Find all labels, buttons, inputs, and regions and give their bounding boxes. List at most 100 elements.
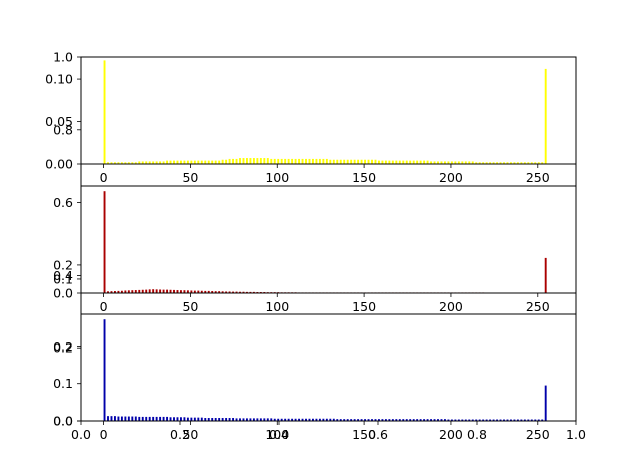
histogram-bar (117, 162, 120, 164)
histogram-bar (489, 162, 492, 164)
histogram-bar (117, 416, 120, 421)
histogram-bar (120, 416, 123, 421)
histogram-bar (242, 418, 245, 421)
histogram-bar (329, 159, 332, 164)
histogram-bar (464, 419, 467, 421)
histogram-bar (162, 161, 165, 164)
y-tick-label: 0.0 (53, 414, 73, 429)
histogram-bar (239, 291, 241, 293)
histogram-bar (534, 419, 537, 421)
histogram-bar (506, 162, 509, 164)
histogram-bar (138, 416, 141, 421)
histogram-bar (499, 419, 502, 421)
histogram-bar (367, 159, 370, 164)
histogram-bar (437, 161, 439, 164)
histogram-bar (249, 418, 252, 421)
x-tick-label: 250 (526, 170, 550, 185)
histogram-bar (148, 416, 151, 421)
histogram-bar (339, 419, 342, 421)
histogram-bar (107, 291, 109, 293)
histogram-bar (384, 419, 387, 421)
histogram-bar (273, 418, 276, 421)
histogram-bar (211, 418, 214, 421)
histogram-bar (246, 158, 248, 164)
histogram-bar (402, 160, 405, 164)
histogram-bar (315, 158, 318, 164)
histogram-bar (197, 290, 200, 293)
histogram-bar (315, 418, 318, 421)
histogram-bar (228, 158, 231, 164)
histogram-bar (249, 291, 252, 293)
histogram-bar (350, 419, 353, 421)
histogram-bar (544, 68, 547, 164)
histogram-bar (485, 419, 488, 421)
histogram-bar (454, 419, 457, 421)
histogram-bar (544, 257, 547, 293)
histogram-bar (120, 290, 123, 293)
histogram-bar (312, 158, 314, 164)
histogram-bar (197, 160, 200, 164)
histogram-bar (391, 419, 394, 421)
histogram-bar (103, 60, 106, 164)
histogram-bar (124, 162, 127, 164)
histogram-bar (180, 417, 182, 421)
x-tick-label: 0 (100, 427, 108, 442)
histogram-bar (145, 289, 148, 293)
x-tick-label: 200 (439, 299, 463, 314)
axes-2-frame (80, 185, 577, 294)
histogram-bar (450, 161, 453, 164)
histogram-bar (110, 162, 113, 164)
histogram-bar (485, 162, 488, 164)
histogram-bar (273, 158, 276, 164)
x-tick-label: 1.0 (566, 427, 586, 442)
histogram-bar (419, 419, 422, 421)
histogram-bar (186, 417, 189, 421)
histogram-bar (225, 291, 228, 293)
histogram-bar (124, 416, 127, 421)
histogram-bar (218, 160, 221, 164)
histogram-bar (155, 416, 158, 421)
histogram-bar (343, 419, 346, 421)
histogram-bar (360, 159, 363, 164)
histogram-bar (169, 417, 172, 421)
histogram-bar (221, 159, 224, 164)
histogram-bar (169, 160, 172, 164)
histogram-bar (200, 290, 203, 293)
axes-1-frame (80, 56, 577, 165)
histogram-bar (204, 290, 207, 293)
histogram-bar (350, 159, 353, 164)
histogram-bar (214, 418, 217, 421)
histogram-bar (176, 290, 179, 293)
histogram-bar (145, 161, 148, 164)
histogram-bar (381, 160, 384, 164)
histogram-bar (430, 161, 433, 164)
y-tick-label: 1.0 (53, 50, 73, 65)
histogram-bar (419, 160, 422, 164)
x-tick-label: 250 (526, 427, 550, 442)
histogram-bar (534, 162, 537, 164)
histogram-bar (211, 160, 214, 164)
histogram-bar (395, 160, 398, 164)
histogram-bar (280, 158, 283, 164)
histogram-bar (114, 416, 116, 421)
histogram-bar (252, 291, 255, 293)
histogram-bar (457, 419, 460, 421)
histogram-bar (148, 161, 151, 164)
histogram-bar (318, 418, 321, 421)
histogram-bar (367, 419, 370, 421)
histogram-bar (193, 417, 196, 421)
histogram-bar (277, 158, 280, 164)
histogram-bar (134, 162, 137, 164)
histogram-bar (221, 418, 224, 421)
histogram-bar (364, 419, 367, 421)
histogram-bar (259, 418, 262, 421)
axes-1-bars (103, 60, 547, 164)
x-tick-label: 0.8 (467, 427, 487, 442)
histogram-bar (464, 161, 467, 164)
histogram-bar (405, 160, 408, 164)
x-tick-label: 50 (182, 299, 198, 314)
histogram-bar (117, 290, 120, 293)
histogram-bar (249, 158, 252, 164)
histogram-bar (183, 160, 186, 164)
histogram-bar (256, 418, 259, 421)
